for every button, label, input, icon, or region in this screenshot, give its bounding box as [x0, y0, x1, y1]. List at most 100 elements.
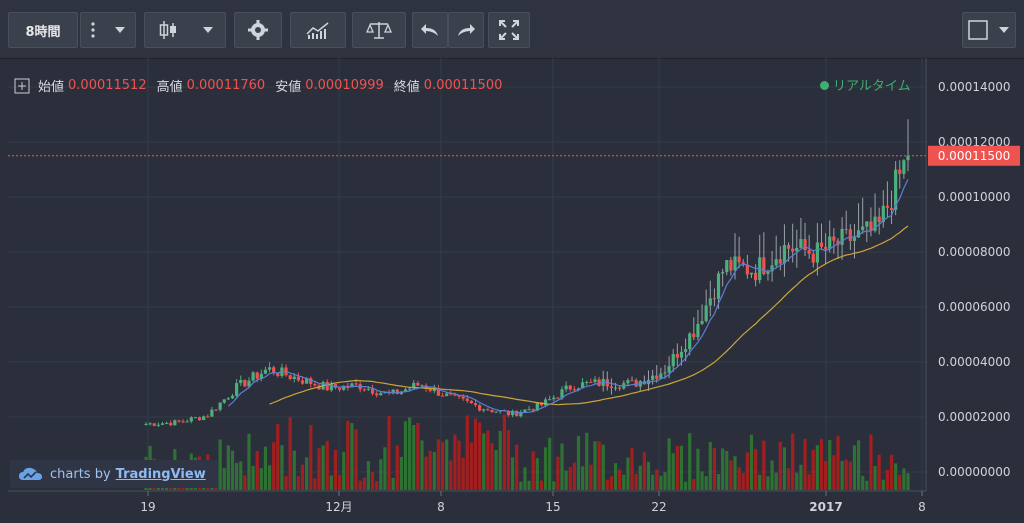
- layout-button[interactable]: [962, 12, 1016, 48]
- candle-body: [519, 412, 523, 417]
- volume-bar: [638, 465, 642, 490]
- interval-button[interactable]: 8時間: [8, 12, 78, 48]
- volume-bar: [626, 457, 630, 490]
- candle-body: [786, 245, 791, 249]
- candle-body: [556, 397, 560, 399]
- candle-body: [766, 271, 770, 274]
- candle-body: [667, 366, 671, 373]
- candle-body: [164, 422, 169, 424]
- candle-body: [819, 242, 824, 247]
- candle-body: [226, 398, 230, 400]
- candle-body: [869, 221, 873, 231]
- candle-body: [712, 298, 717, 300]
- volume-bar: [782, 447, 787, 490]
- volume-bar: [609, 476, 614, 490]
- volume-bar: [646, 461, 651, 490]
- candle-body: [543, 399, 548, 406]
- volume-bar: [881, 479, 885, 490]
- layout-square-icon: [968, 20, 988, 40]
- candle-body: [836, 240, 840, 245]
- volume-bar: [461, 457, 465, 490]
- high-value: 0.00011760: [186, 78, 266, 93]
- candle-body: [255, 372, 259, 379]
- volume-bar: [300, 464, 305, 490]
- price-tick-label: 0.00002000: [938, 410, 1011, 424]
- volume-bar: [585, 432, 589, 490]
- interval-label: 8時間: [25, 24, 61, 40]
- candle-body: [700, 321, 704, 324]
- dropdown-arrow-icon: [202, 27, 213, 33]
- price-tick-label: 0.00004000: [938, 355, 1011, 369]
- candle-body: [523, 409, 527, 413]
- cloud-logo-icon: [19, 467, 42, 480]
- candle-body: [877, 216, 881, 222]
- candle-body: [803, 239, 807, 251]
- time-axis[interactable]: 19 12月 8 15 22 2017 8: [8, 490, 926, 514]
- candle-body: [848, 229, 852, 241]
- volume-bar: [795, 472, 799, 490]
- volume-bar: [531, 451, 535, 490]
- chart-type-button[interactable]: [144, 12, 226, 48]
- candle-body: [403, 389, 408, 392]
- volume-bar: [865, 480, 869, 490]
- volume-bar: [436, 439, 441, 490]
- chart-canvas[interactable]: 0.00014000 0.00012000 0.00010000 0.00008000…: [8, 58, 1024, 519]
- price-chart[interactable]: 0.00014000 0.00012000 0.00010000 0.00008000…: [8, 58, 1024, 519]
- volume-bar: [815, 445, 819, 490]
- volume-bar: [836, 435, 840, 490]
- candle-body: [156, 424, 160, 426]
- candle-body: [222, 399, 226, 403]
- volume-bar: [543, 447, 548, 490]
- volume-bar: [749, 434, 754, 490]
- volume-bar: [251, 465, 255, 490]
- volume-bar: [589, 464, 593, 490]
- candle-body: [478, 405, 482, 411]
- candle-body: [247, 380, 251, 387]
- time-tick-label: 12月: [325, 500, 352, 514]
- volume-bar: [770, 460, 774, 490]
- candle-body: [494, 411, 498, 413]
- expand-legend-icon[interactable]: [14, 78, 30, 94]
- volume-bar: [498, 430, 502, 490]
- candle-body: [148, 423, 152, 425]
- volume-bar: [247, 433, 251, 490]
- volume-bar: [478, 422, 482, 490]
- interval-menu-button[interactable]: [80, 12, 136, 48]
- candle-body: [552, 397, 556, 400]
- volume-bar: [906, 473, 910, 490]
- candle-body: [235, 383, 239, 396]
- volume-bar: [688, 433, 692, 490]
- candle-body: [342, 385, 346, 390]
- candle-body: [873, 216, 877, 231]
- price-axis[interactable]: 0.00014000 0.00012000 0.00010000 0.00008000…: [925, 58, 1020, 491]
- volume-bar: [873, 466, 877, 490]
- volume-bar: [613, 463, 618, 490]
- volume-bar: [729, 460, 733, 490]
- volume-bar: [358, 480, 362, 490]
- candle-body: [778, 259, 782, 264]
- fullscreen-button[interactable]: [488, 12, 530, 48]
- indicators-button[interactable]: [290, 12, 346, 48]
- candle-body: [659, 373, 663, 379]
- volume-bar: [527, 480, 531, 490]
- candle-body: [828, 236, 832, 250]
- candle-body: [152, 423, 156, 426]
- volume-bar: [391, 477, 395, 490]
- price-tick-label: 0.00006000: [938, 300, 1011, 314]
- dropdown-arrow-icon: [115, 27, 125, 33]
- compare-button[interactable]: [352, 12, 406, 48]
- candle-body: [391, 389, 395, 394]
- volume-bar: [733, 456, 737, 490]
- volume-bar: [486, 430, 490, 490]
- tradingview-watermark[interactable]: charts by TradingView: [10, 460, 218, 488]
- volume-bar: [663, 472, 667, 490]
- volume-bar: [453, 434, 457, 490]
- undo-button[interactable]: [412, 12, 448, 48]
- redo-button[interactable]: [448, 12, 484, 48]
- last-price-tag: [928, 145, 1020, 166]
- settings-button[interactable]: [234, 12, 282, 48]
- volume-bar: [572, 462, 576, 490]
- volume-bar: [379, 459, 383, 490]
- dropdown-arrow-icon: [999, 27, 1009, 33]
- price-tick-label: 0.00000000: [938, 465, 1011, 479]
